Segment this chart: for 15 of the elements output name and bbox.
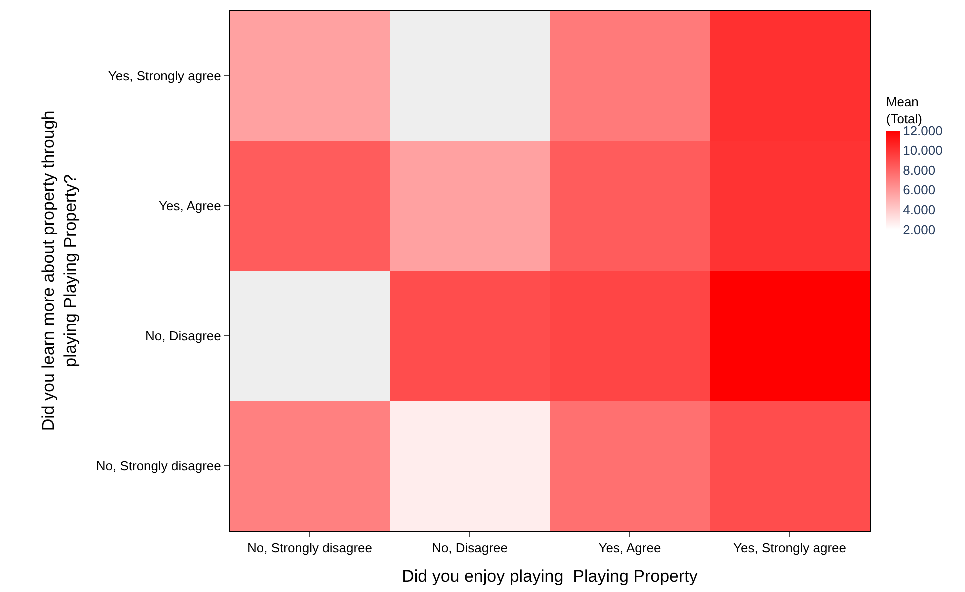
color-bar-label: 8.000 <box>903 162 936 178</box>
y-tick-label: No, Disagree <box>146 328 222 344</box>
color-bar-label: 2.000 <box>903 222 936 238</box>
x-tick-label: No, Disagree <box>432 540 508 556</box>
y-tick-label: No, Strongly disagree <box>96 458 222 474</box>
y-axis-title: Did you learn more about property through playing Playing Property? <box>38 110 80 432</box>
x-tick-label: No, Strongly disagree <box>247 540 373 556</box>
color-bar-label: 4.000 <box>903 202 936 218</box>
color-bar-label: 10.000 <box>903 143 943 158</box>
x-tick-label: Yes, Agree <box>598 540 662 556</box>
color-bar-label: 6.000 <box>903 182 936 198</box>
x-tick-label: Yes, Strongly agree <box>734 540 846 556</box>
y-tick-label: Yes, Strongly agree <box>108 68 222 84</box>
y-tick-label: Yes, Agree <box>158 198 222 214</box>
x-axis-title: Did you enjoy playing Playing Property <box>402 567 698 586</box>
